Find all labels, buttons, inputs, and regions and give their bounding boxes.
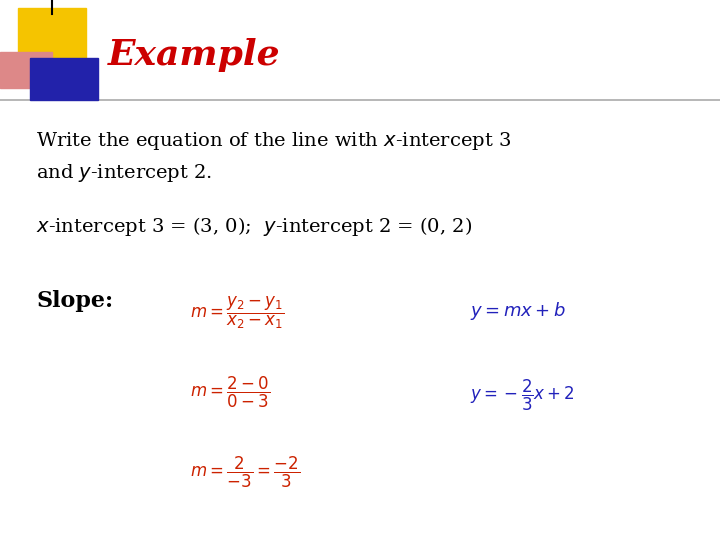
Text: $y = mx + b$: $y = mx + b$ bbox=[470, 300, 566, 322]
Text: $m = \dfrac{2-0}{0-3}$: $m = \dfrac{2-0}{0-3}$ bbox=[190, 375, 270, 410]
Bar bbox=[0, 52, 52, 88]
Text: $m=\dfrac{y_2 - y_1}{x_2 - x_1}$: $m=\dfrac{y_2 - y_1}{x_2 - x_1}$ bbox=[190, 295, 284, 331]
Text: and $y$-intercept 2.: and $y$-intercept 2. bbox=[36, 162, 212, 184]
Text: $m = \dfrac{2}{-3} = \dfrac{-2}{3}$: $m = \dfrac{2}{-3} = \dfrac{-2}{3}$ bbox=[190, 455, 300, 490]
Text: $y = -\dfrac{2}{3}x+2$: $y = -\dfrac{2}{3}x+2$ bbox=[470, 378, 575, 413]
Text: $x$-intercept 3 = (3, 0);  $y$-intercept 2 = (0, 2): $x$-intercept 3 = (3, 0); $y$-intercept … bbox=[36, 215, 472, 238]
Text: Example: Example bbox=[108, 38, 281, 72]
Text: Write the equation of the line with $x$-intercept 3: Write the equation of the line with $x$-… bbox=[36, 130, 511, 152]
Bar bbox=[18, 8, 86, 80]
Text: Slope:: Slope: bbox=[36, 290, 113, 312]
Bar bbox=[30, 58, 98, 100]
